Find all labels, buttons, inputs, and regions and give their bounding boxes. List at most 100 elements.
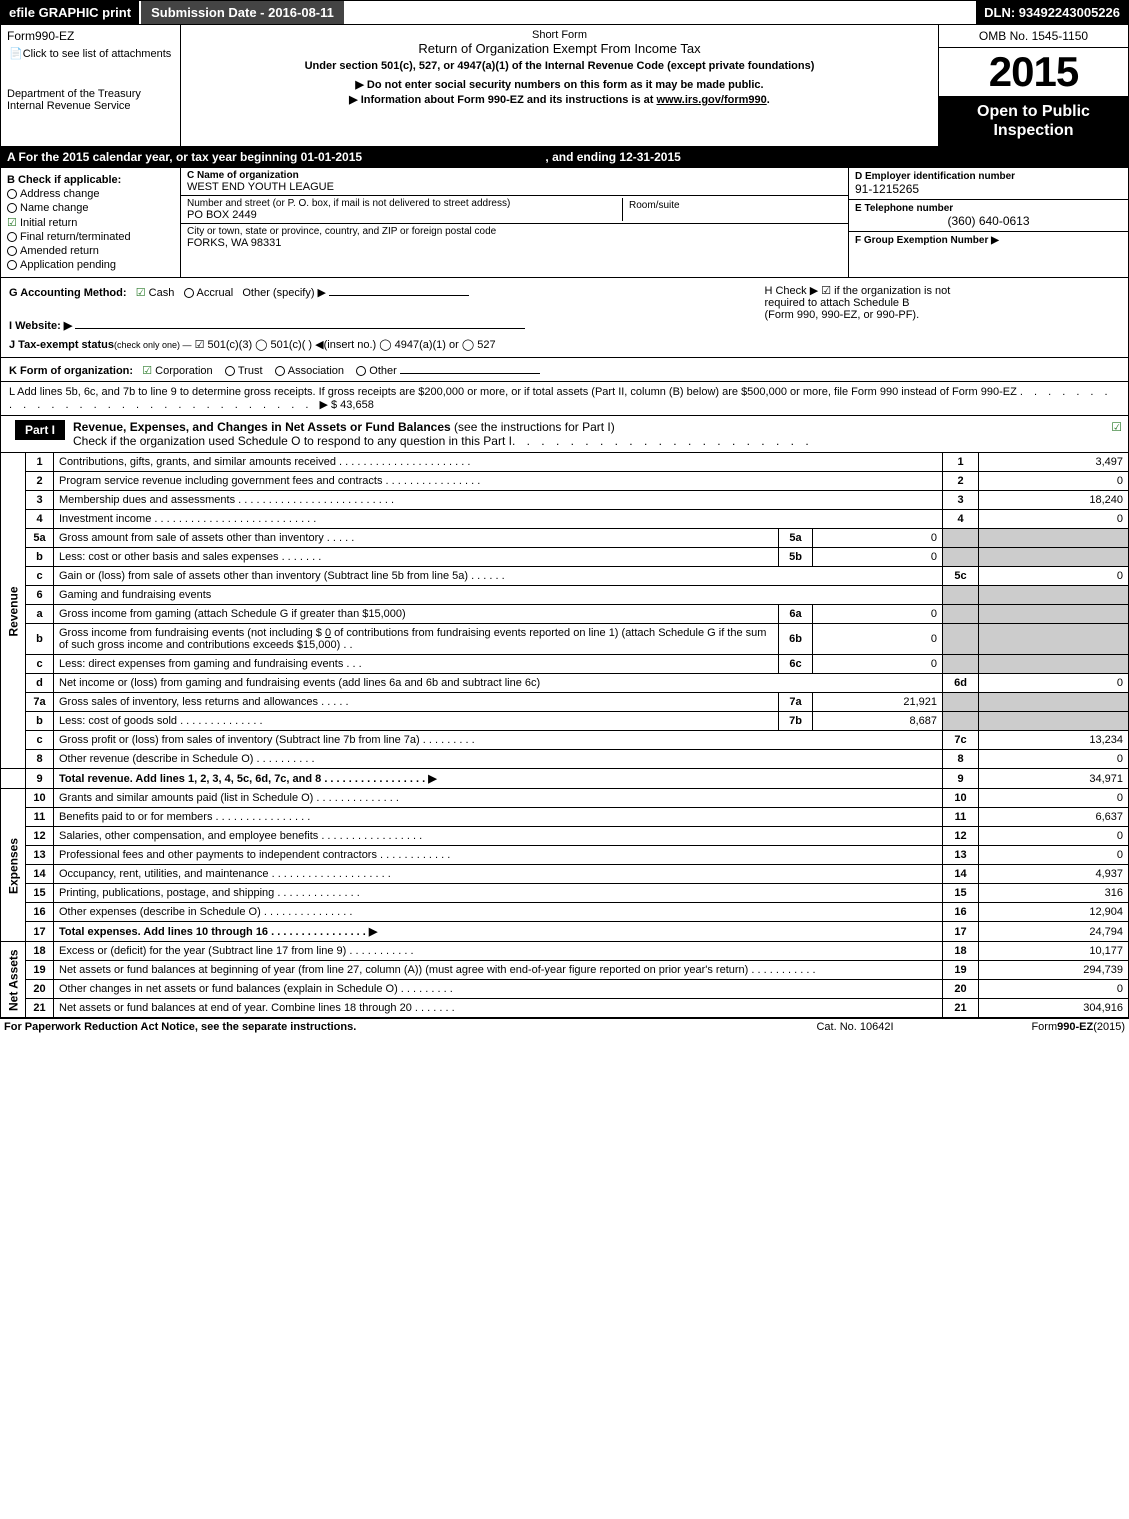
dln-label: DLN: 93492243005226 <box>976 1 1128 24</box>
room-label: Room/suite <box>629 200 836 211</box>
line-j: J Tax-exempt status(check only one) — ☑ … <box>9 338 731 351</box>
shade <box>943 693 979 712</box>
desc: Gain or (loss) from sale of assets other… <box>54 567 943 586</box>
subln: 6c <box>779 655 813 674</box>
row-5b: b Less: cost or other basis and sales ex… <box>1 548 1129 567</box>
row-13: 13 Professional fees and other payments … <box>1 846 1129 865</box>
row-1: Revenue 1 Contributions, gifts, grants, … <box>1 453 1129 472</box>
topbar-spacer <box>344 1 976 24</box>
desc: Net assets or fund balances at beginning… <box>54 961 943 980</box>
row-21: 21 Net assets or fund balances at end of… <box>1 999 1129 1018</box>
shade <box>979 624 1129 655</box>
desc: Printing, publications, postage, and shi… <box>54 884 943 903</box>
row-16: 16 Other expenses (describe in Schedule … <box>1 903 1129 922</box>
short-form-label: Short Form <box>191 29 928 41</box>
desc: Gross sales of inventory, less returns a… <box>54 693 779 712</box>
check-amended[interactable]: Amended return <box>7 245 174 257</box>
amount: 304,916 <box>979 999 1129 1018</box>
ln: 2 <box>26 472 54 491</box>
header-mid: Short Form Return of Organization Exempt… <box>181 25 938 146</box>
city-label: City or town, state or province, country… <box>187 226 842 237</box>
ln: 5a <box>26 529 54 548</box>
part-i-tab: Part I <box>15 420 65 440</box>
desc: Gaming and fundraising events <box>54 586 943 605</box>
row-2: 2 Program service revenue including gove… <box>1 472 1129 491</box>
ln: 13 <box>26 846 54 865</box>
open-public-1: Open to Public <box>943 102 1124 121</box>
amount: 0 <box>979 567 1129 586</box>
form-number: Form990-EZ <box>7 29 174 43</box>
e-cell: E Telephone number (360) 640-0613 <box>849 200 1128 232</box>
irs-link[interactable]: www.irs.gov/form990 <box>657 94 767 106</box>
amount: 13,234 <box>979 731 1129 750</box>
numcol: 19 <box>943 961 979 980</box>
check-pending[interactable]: Application pending <box>7 259 174 271</box>
row-6b: b Gross income from fundraising events (… <box>1 624 1129 655</box>
desc: Gross income from fundraising events (no… <box>54 624 779 655</box>
ln: 3 <box>26 491 54 510</box>
netassets-label: Net Assets <box>1 942 26 1018</box>
omb-number: OMB No. 1545-1150 <box>939 25 1128 48</box>
street-value: PO BOX 2449 <box>187 209 622 221</box>
footer: For Paperwork Reduction Act Notice, see … <box>0 1018 1129 1035</box>
section-b-row: B Check if applicable: Address change Na… <box>0 168 1129 278</box>
ln: c <box>26 567 54 586</box>
numcol: 12 <box>943 827 979 846</box>
numcol: 20 <box>943 980 979 999</box>
h-text1: H Check ▶ ☑ if the organization is not <box>764 284 1120 297</box>
amount: 0 <box>979 750 1129 769</box>
amount: 10,177 <box>979 942 1129 961</box>
open-public: Open to Public Inspection <box>939 96 1128 146</box>
top-bar: efile GRAPHIC print Submission Date - 20… <box>0 0 1129 25</box>
city-row: City or town, state or province, country… <box>181 224 848 251</box>
numcol: 18 <box>943 942 979 961</box>
blank-vlabel <box>1 769 26 789</box>
amount: 4,937 <box>979 865 1129 884</box>
check-address[interactable]: Address change <box>7 188 174 200</box>
form-header: Form990-EZ 📄Click to see list of attachm… <box>0 25 1129 147</box>
footer-left: For Paperwork Reduction Act Notice, see … <box>4 1021 765 1033</box>
desc: Benefits paid to or for members . . . . … <box>54 808 943 827</box>
line-k: K Form of organization: ☑ Corporation Tr… <box>0 358 1129 382</box>
part-i-header: Part I Revenue, Expenses, and Changes in… <box>0 416 1129 453</box>
bullet-ssn: ▶ Do not enter social security numbers o… <box>191 78 928 91</box>
check-initial[interactable]: ☑ Initial return <box>7 216 174 229</box>
check-final[interactable]: Final return/terminated <box>7 231 174 243</box>
desc: Less: direct expenses from gaming and fu… <box>54 655 779 674</box>
check-name[interactable]: Name change <box>7 202 174 214</box>
d-cell: D Employer identification number 91-1215… <box>849 168 1128 200</box>
amount: 34,971 <box>979 769 1129 789</box>
amount: 12,904 <box>979 903 1129 922</box>
shade <box>979 548 1129 567</box>
ln: 15 <box>26 884 54 903</box>
section-c: C Name of organization WEST END YOUTH LE… <box>181 168 848 277</box>
amount: 316 <box>979 884 1129 903</box>
shade <box>979 712 1129 731</box>
line-a-pre: A For the 2015 calendar year, or tax yea… <box>7 150 362 164</box>
shade <box>979 605 1129 624</box>
ln: 18 <box>26 942 54 961</box>
revenue-label: Revenue <box>1 453 26 769</box>
section-def: D Employer identification number 91-1215… <box>848 168 1128 277</box>
submission-date: Submission Date - 2016-08-11 <box>139 1 344 24</box>
ln: 11 <box>26 808 54 827</box>
expenses-label: Expenses <box>1 789 26 942</box>
desc: Less: cost or other basis and sales expe… <box>54 548 779 567</box>
attachments-link[interactable]: 📄Click to see list of attachments <box>9 47 174 60</box>
row-12: 12 Salaries, other compensation, and emp… <box>1 827 1129 846</box>
amount: 0 <box>979 846 1129 865</box>
desc: Gross income from gaming (attach Schedul… <box>54 605 779 624</box>
street-row: Number and street (or P. O. box, if mail… <box>181 196 848 224</box>
ln: c <box>26 655 54 674</box>
row-7c: c Gross profit or (loss) from sales of i… <box>1 731 1129 750</box>
ghij-block: G Accounting Method: ☑ Cash Accrual Othe… <box>0 278 1129 358</box>
shade <box>943 655 979 674</box>
desc: Net income or (loss) from gaming and fun… <box>54 674 943 693</box>
row-20: 20 Other changes in net assets or fund b… <box>1 980 1129 999</box>
shade <box>979 693 1129 712</box>
amount: 24,794 <box>979 922 1129 942</box>
row-9: 9 Total revenue. Add lines 1, 2, 3, 4, 5… <box>1 769 1129 789</box>
numcol: 5c <box>943 567 979 586</box>
part-i-table: Revenue 1 Contributions, gifts, grants, … <box>0 453 1129 1018</box>
ln: 20 <box>26 980 54 999</box>
